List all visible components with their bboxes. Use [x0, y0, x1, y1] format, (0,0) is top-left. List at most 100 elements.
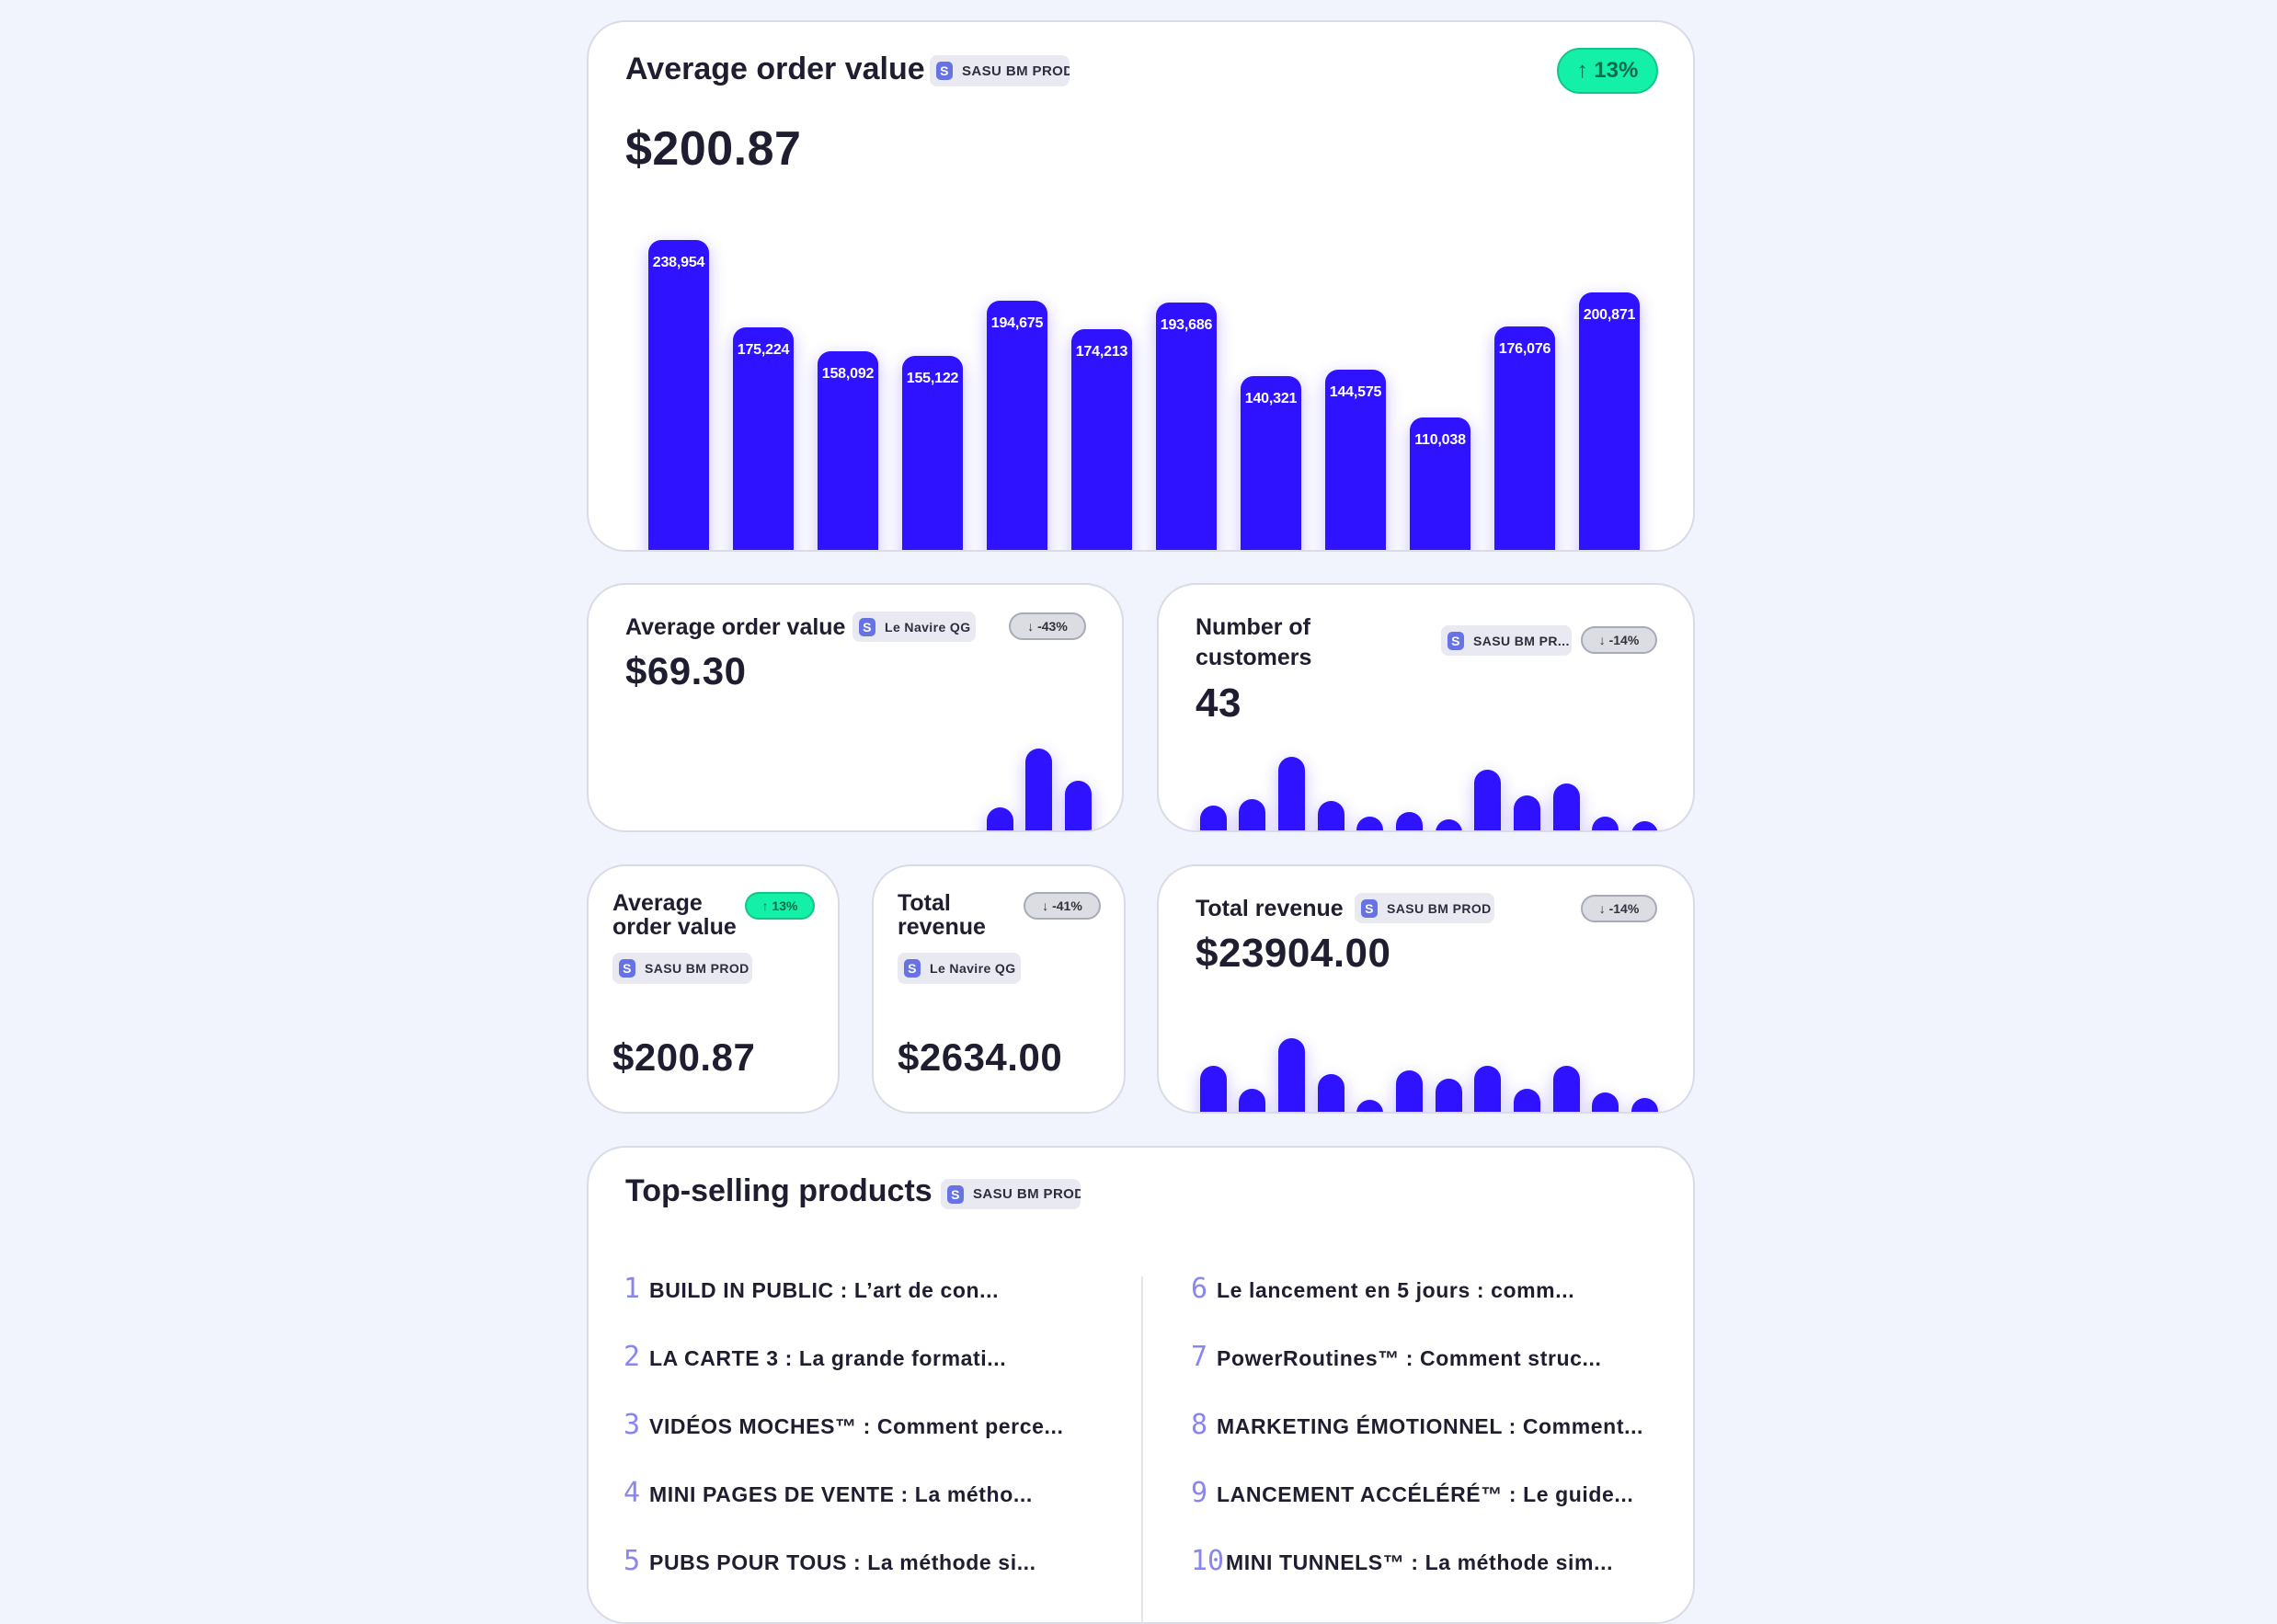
product-item[interactable]: 4 MINI PAGES DE VENTE : La métho... — [624, 1477, 1033, 1509]
product-rank: 6 — [1191, 1273, 1208, 1305]
product-item[interactable]: 5 PUBS POUR TOUS : La méthode si... — [624, 1545, 1036, 1577]
bar-value-label: 200,871 — [1583, 307, 1636, 323]
chart-bar[interactable] — [1396, 812, 1423, 830]
chart-bar[interactable] — [1025, 749, 1052, 830]
bar-value-label: 144,575 — [1329, 384, 1382, 400]
chart-bar[interactable]: 140,321 — [1241, 376, 1301, 550]
card-title-line2: revenue — [898, 914, 986, 940]
chart-bar[interactable] — [1553, 783, 1580, 830]
bar-value-label: 193,686 — [1160, 317, 1213, 333]
top-products-card: Top-selling products S SASU BM PROD 1 BU… — [587, 1146, 1695, 1624]
chart-bar[interactable]: 194,675 — [987, 301, 1047, 550]
column-divider — [1141, 1276, 1143, 1622]
product-item[interactable]: 7 PowerRoutines™ : Comment struc... — [1191, 1341, 1602, 1373]
chart-bar[interactable]: 175,224 — [733, 327, 794, 550]
chart-bar[interactable]: 110,038 — [1410, 417, 1470, 550]
chart-bar[interactable]: 174,213 — [1071, 329, 1132, 550]
trend-badge: ↓ -43% — [1009, 612, 1086, 640]
bar-value-label: 174,213 — [1075, 344, 1128, 360]
bar-chart — [627, 732, 1098, 830]
product-rank: 2 — [624, 1341, 641, 1373]
chart-bar[interactable] — [1631, 821, 1658, 830]
product-name: PUBS POUR TOUS : La méthode si... — [649, 1550, 1036, 1574]
chart-bar[interactable] — [1514, 1089, 1540, 1112]
bar-value-label: 140,321 — [1244, 391, 1298, 406]
account-label: SASU BM PR... — [1473, 633, 1570, 648]
product-rank: 4 — [624, 1477, 641, 1509]
product-item[interactable]: 9 LANCEMENT ACCÉLÉRÉ™ : Le guide... — [1191, 1477, 1633, 1509]
chart-bar[interactable] — [1514, 795, 1540, 830]
chart-bar[interactable] — [987, 807, 1013, 830]
chart-bar[interactable] — [1553, 1066, 1580, 1112]
chart-bar[interactable]: 155,122 — [902, 356, 963, 550]
bar-value-label: 194,675 — [990, 315, 1044, 331]
card-title: Average order value — [625, 614, 846, 640]
chart-bar[interactable] — [1239, 1089, 1265, 1112]
chart-bar[interactable] — [1474, 770, 1501, 830]
stripe-icon: S — [904, 959, 921, 978]
stripe-icon: S — [947, 1184, 964, 1204]
chart-bar[interactable] — [1200, 1066, 1227, 1112]
account-label: SASU BM PROD — [1387, 900, 1492, 916]
trend-badge: ↓ -14% — [1581, 895, 1657, 922]
chart-bar[interactable] — [1356, 1100, 1383, 1112]
chart-bar[interactable] — [1396, 1070, 1423, 1112]
chart-bar[interactable] — [1278, 1038, 1305, 1112]
product-item[interactable]: 10 MINI TUNNELS™ : La méthode sim... — [1191, 1545, 1613, 1577]
card-title: Top-selling products — [625, 1173, 933, 1208]
chart-bar[interactable] — [1318, 801, 1344, 830]
stripe-icon: S — [859, 617, 875, 636]
product-item[interactable]: 2 LA CARTE 3 : La grande formati... — [624, 1341, 1006, 1373]
card-value: 43 — [1196, 680, 1241, 726]
bar-value-label: 238,954 — [652, 255, 705, 270]
product-name: MINI TUNNELS™ : La méthode sim... — [1226, 1550, 1614, 1574]
chart-bar[interactable]: 200,871 — [1579, 292, 1640, 550]
account-label: SASU BM PROD — [645, 961, 749, 976]
card-title-line1: Average — [612, 890, 703, 916]
account-chip: S Le Navire QG — [898, 953, 1021, 984]
chart-bar[interactable]: 193,686 — [1156, 303, 1217, 550]
stripe-icon: S — [619, 959, 635, 978]
chart-bar[interactable] — [1631, 1098, 1658, 1112]
account-chip: S Le Navire QG — [852, 612, 976, 642]
bar-value-label: 155,122 — [906, 371, 959, 386]
product-rank: 8 — [1191, 1409, 1208, 1441]
card-value: $2634.00 — [898, 1035, 1063, 1079]
account-label: SASU BM PROD — [973, 1186, 1081, 1202]
card-value: $23904.00 — [1196, 931, 1391, 976]
account-chip: S SASU BM PR... — [1441, 625, 1572, 656]
product-item[interactable]: 6 Le lancement en 5 jours : comm... — [1191, 1273, 1574, 1305]
chart-bar[interactable] — [1436, 819, 1462, 830]
chart-bar[interactable] — [1592, 1092, 1619, 1112]
product-name: VIDÉOS MOCHES™ : Comment perce... — [649, 1414, 1064, 1438]
product-item[interactable]: 3 VIDÉOS MOCHES™ : Comment perce... — [624, 1409, 1064, 1441]
bar-value-label: 158,092 — [821, 366, 875, 382]
trend-badge: ↑ 13% — [1557, 48, 1658, 94]
bar-value-label: 110,038 — [1414, 432, 1466, 448]
chart-bar[interactable] — [1592, 817, 1619, 830]
product-item[interactable]: 8 MARKETING ÉMOTIONNEL : Comment... — [1191, 1409, 1643, 1441]
aov-navire-card: Average order value S Le Navire QG ↓ -43… — [587, 583, 1124, 832]
card-title-line1: Number of — [1196, 614, 1310, 640]
bar-chart — [1194, 736, 1665, 830]
product-rank: 1 — [624, 1273, 641, 1305]
account-label: Le Navire QG — [930, 961, 1016, 976]
product-item[interactable]: 1 BUILD IN PUBLIC : L’art de con... — [624, 1273, 999, 1305]
chart-bar[interactable] — [1436, 1079, 1462, 1112]
chart-bar[interactable]: 176,076 — [1494, 326, 1555, 550]
chart-bar[interactable] — [1474, 1066, 1501, 1112]
bar-value-label: 175,224 — [737, 342, 790, 358]
chart-bar[interactable] — [1239, 799, 1265, 830]
product-name: LANCEMENT ACCÉLÉRÉ™ : Le guide... — [1217, 1482, 1634, 1506]
chart-bar[interactable]: 158,092 — [818, 351, 878, 550]
aov-small-card: Average order value ↑ 13% S SASU BM PROD… — [587, 864, 840, 1114]
chart-bar[interactable] — [1318, 1074, 1344, 1112]
card-title-line2: order value — [612, 914, 737, 940]
chart-bar[interactable] — [1356, 817, 1383, 830]
product-rank: 10 — [1191, 1545, 1225, 1577]
chart-bar[interactable]: 238,954 — [648, 240, 709, 550]
chart-bar[interactable] — [1200, 806, 1227, 830]
chart-bar[interactable] — [1065, 781, 1092, 830]
chart-bar[interactable] — [1278, 757, 1305, 830]
chart-bar[interactable]: 144,575 — [1325, 370, 1386, 550]
